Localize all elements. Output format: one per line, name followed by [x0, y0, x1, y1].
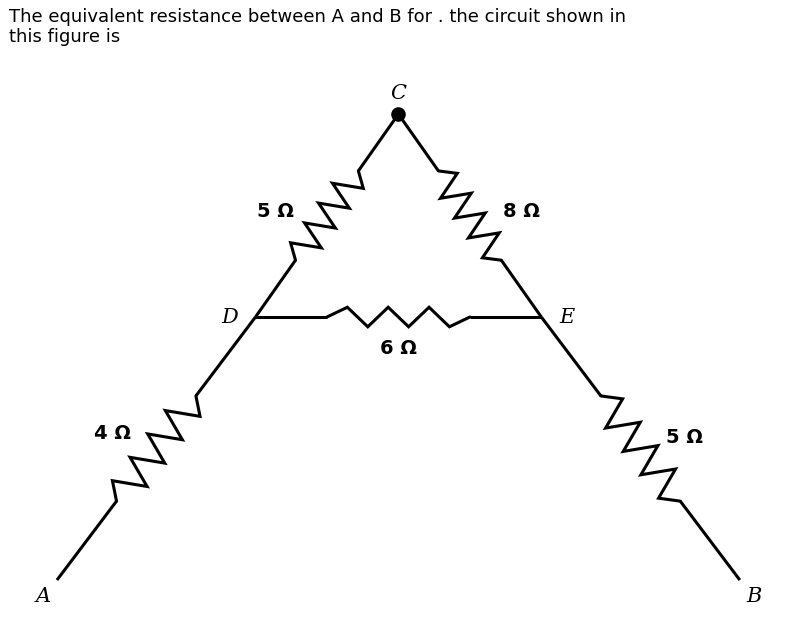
Text: A: A [35, 587, 50, 606]
Text: 8 Ω: 8 Ω [503, 202, 540, 222]
Text: B: B [746, 587, 762, 606]
Text: C: C [390, 84, 406, 103]
Text: 5 Ω: 5 Ω [257, 202, 294, 222]
Text: The equivalent resistance between A and B for . the circuit shown in
this figure: The equivalent resistance between A and … [10, 7, 626, 46]
Point [392, 109, 405, 119]
Text: 6 Ω: 6 Ω [380, 339, 417, 358]
Text: E: E [559, 308, 574, 326]
Text: 5 Ω: 5 Ω [666, 428, 702, 447]
Text: 4 Ω: 4 Ω [94, 424, 131, 443]
Text: D: D [222, 308, 238, 326]
